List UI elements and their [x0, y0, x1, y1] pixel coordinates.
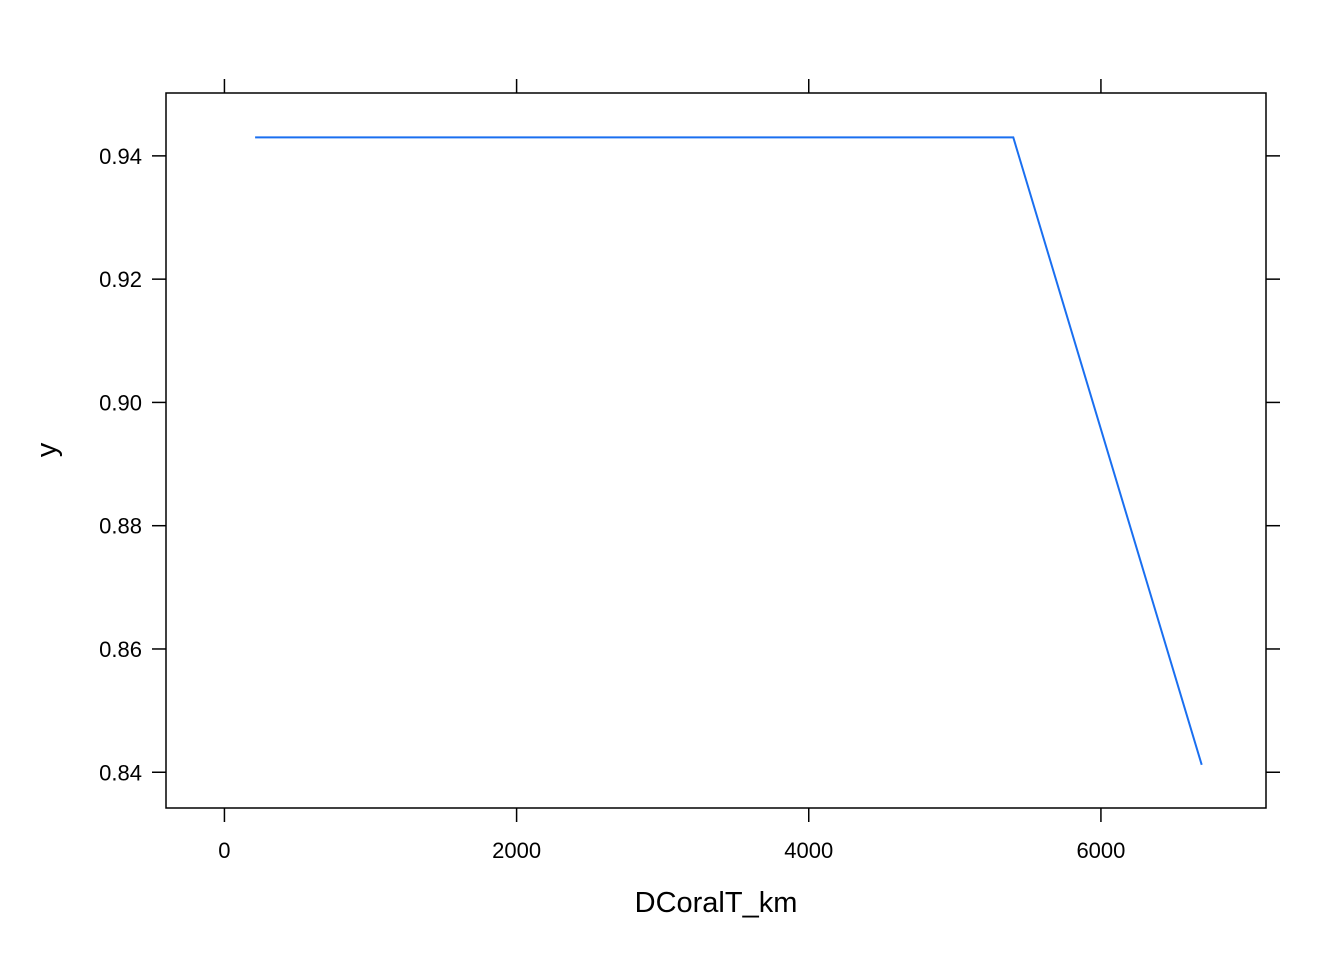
y-tick-label: 0.92 [99, 267, 142, 292]
y-axis: 0.84 0.86 0.88 0.90 0.92 0.94 [99, 144, 1280, 785]
x-tick-label: 6000 [1076, 838, 1125, 863]
y-tick-label: 0.90 [99, 390, 142, 415]
plot-frame [165, 92, 1267, 809]
y-tick-label: 0.94 [99, 144, 142, 169]
x-tick-label: 4000 [784, 838, 833, 863]
y-axis-title: y [31, 442, 63, 457]
x-axis: 0 2000 4000 6000 [218, 79, 1125, 863]
y-tick-label: 0.88 [99, 514, 142, 539]
x-tick-label: 2000 [492, 838, 541, 863]
series-line [255, 136, 1203, 766]
y-tick-label: 0.86 [99, 637, 142, 662]
series-layer [255, 136, 1203, 766]
y-tick-label: 0.84 [99, 760, 142, 785]
x-tick-label: 0 [218, 838, 230, 863]
x-axis-title: DCoralT_km [635, 887, 798, 919]
